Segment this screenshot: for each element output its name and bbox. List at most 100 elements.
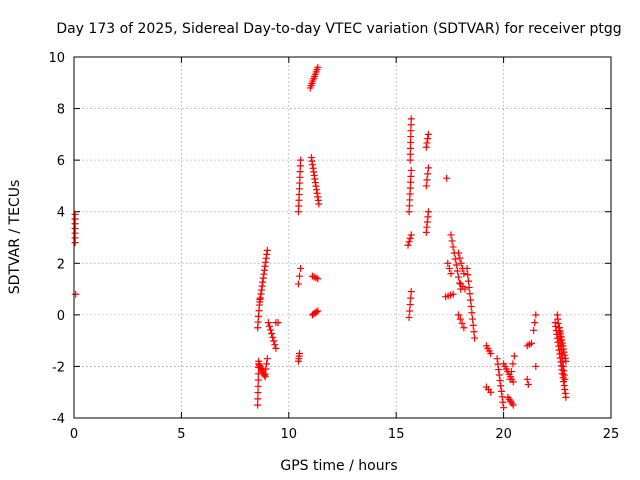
data-point	[460, 270, 468, 278]
data-point	[509, 360, 517, 368]
data-point	[500, 404, 508, 412]
data-point	[272, 344, 280, 352]
data-point	[467, 302, 475, 310]
data-point	[406, 156, 414, 164]
data-point	[456, 279, 464, 287]
data-point	[407, 166, 415, 174]
data-point	[469, 321, 477, 329]
data-point	[464, 277, 472, 285]
data-point	[406, 196, 414, 204]
data-point	[407, 121, 415, 129]
data-points	[71, 63, 570, 412]
data-point	[497, 387, 505, 395]
data-point	[447, 270, 455, 278]
data-point	[530, 326, 538, 334]
data-point	[507, 368, 515, 376]
data-point	[407, 294, 415, 302]
data-point	[531, 319, 539, 327]
data-point	[506, 375, 514, 383]
data-point	[263, 360, 271, 368]
data-point	[465, 283, 473, 291]
data-point	[509, 401, 517, 409]
data-point	[263, 355, 271, 363]
data-point	[314, 275, 322, 283]
data-point	[405, 208, 413, 216]
data-point	[466, 290, 474, 298]
data-point	[454, 273, 462, 281]
data-point	[456, 315, 464, 323]
y-tick-label: -2	[52, 360, 65, 375]
data-point	[423, 139, 431, 147]
data-point	[449, 290, 457, 298]
data-point	[495, 366, 503, 374]
x-tick-label: 10	[281, 427, 298, 442]
data-point	[254, 389, 262, 397]
x-axis-label: GPS time / hours	[280, 458, 397, 474]
y-tick-label: 2	[57, 257, 65, 272]
data-point	[453, 267, 461, 275]
data-point	[487, 388, 495, 396]
y-tick-label: -4	[52, 412, 65, 427]
data-point	[72, 290, 80, 298]
data-point	[499, 398, 507, 406]
x-tick-label: 0	[70, 427, 78, 442]
data-point	[271, 341, 279, 349]
data-point	[532, 311, 540, 319]
data-point	[406, 150, 414, 158]
data-point	[406, 307, 414, 315]
data-point	[424, 164, 432, 172]
x-tick-label: 25	[603, 427, 620, 442]
y-tick-label: 6	[57, 154, 65, 169]
data-point	[510, 352, 518, 360]
tick-labels: 0 5 10 15 20 25 -4 -2 0 2 4 6 8 10	[48, 51, 619, 442]
data-point	[315, 200, 323, 208]
data-point	[268, 330, 276, 338]
data-point	[444, 259, 452, 267]
data-point	[449, 243, 457, 251]
data-point	[424, 208, 432, 216]
data-point	[458, 319, 466, 327]
data-point	[454, 249, 462, 257]
data-point	[487, 350, 495, 358]
data-point	[424, 135, 432, 143]
data-point	[424, 170, 432, 178]
data-point	[254, 376, 262, 384]
data-point	[495, 371, 503, 379]
data-point	[296, 350, 304, 358]
data-point	[314, 307, 322, 315]
y-axis-label: SDTVAR / TECUs	[7, 180, 23, 295]
data-point	[524, 380, 532, 388]
data-point	[261, 370, 269, 378]
data-point	[405, 313, 413, 321]
data-point	[269, 333, 277, 341]
data-point	[464, 271, 472, 279]
data-point	[447, 231, 455, 239]
y-tick-label: 4	[57, 206, 65, 221]
data-point	[561, 375, 569, 383]
data-point	[470, 328, 478, 336]
grid-lines	[74, 57, 611, 418]
data-point	[274, 319, 282, 327]
data-point	[404, 241, 412, 249]
data-point	[452, 261, 460, 269]
data-point	[422, 182, 430, 190]
data-point	[264, 319, 272, 327]
data-point	[406, 301, 414, 309]
data-point	[460, 324, 468, 332]
data-point	[265, 322, 273, 330]
data-point	[297, 264, 305, 272]
data-point	[422, 143, 430, 151]
data-point	[297, 156, 305, 164]
data-point	[406, 234, 414, 242]
data-point	[496, 376, 504, 384]
data-point	[262, 365, 270, 373]
data-point	[407, 138, 415, 146]
data-point	[451, 255, 459, 263]
data-point	[562, 393, 570, 401]
data-point	[405, 238, 413, 246]
data-point	[270, 337, 278, 345]
data-point	[423, 176, 431, 184]
data-point	[456, 254, 464, 262]
